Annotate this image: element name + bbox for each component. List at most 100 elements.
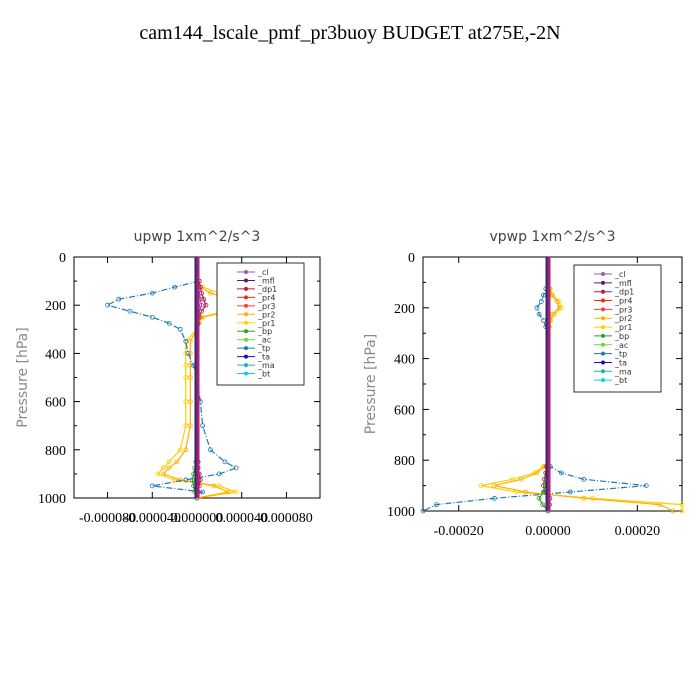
data-point (541, 318, 546, 323)
legend-label: _pr4 (257, 293, 275, 302)
y-tick-label: 200 (394, 302, 415, 317)
data-point (187, 399, 193, 405)
data-point (540, 502, 546, 508)
data-point (534, 470, 540, 476)
data-point (166, 459, 172, 465)
legend-label: _bp (614, 332, 629, 341)
legend-label: _ta (614, 358, 627, 367)
data-point (203, 302, 209, 308)
data-point (187, 363, 193, 368)
legend-label: _pr2 (614, 314, 632, 323)
series-line-tp (105, 280, 238, 499)
y-tick-label: 200 (45, 299, 66, 314)
data-point (166, 465, 172, 471)
data-point (233, 489, 239, 495)
legend-label: _pr3 (614, 305, 632, 314)
panel-title: upwp 1xm^2/s^3 (134, 229, 261, 245)
data-point (183, 423, 189, 429)
x-tick-label: 0.00020 (615, 524, 661, 539)
legend-label: _ma (257, 361, 275, 370)
legend-label: _mfl (257, 276, 275, 285)
data-point (183, 363, 189, 368)
legend-marker (244, 337, 248, 342)
data-point (492, 483, 497, 489)
legend-marker (601, 298, 605, 303)
legend-label: _tp (257, 344, 270, 353)
legend-label: _ta (257, 353, 270, 362)
legend-marker (244, 371, 248, 376)
data-point (161, 471, 166, 477)
data-point (233, 465, 239, 471)
data-point (534, 305, 540, 311)
legend-label: _tp (614, 350, 627, 359)
data-point (187, 350, 193, 356)
data-point (216, 471, 222, 477)
x-tick-label: -0.000040 (124, 511, 181, 526)
chart-panel-1: upwp 1xm^2/s^3 Pressure [hPa] 0 200 400 600 80… (15, 229, 321, 526)
data-point (222, 459, 228, 465)
data-point (105, 302, 110, 308)
panel-title: vpwp 1xm^2/s^3 (489, 229, 615, 245)
data-point (420, 508, 426, 514)
legend-label: _cl (614, 270, 626, 279)
legend-label: _ac (614, 341, 628, 350)
data-point (174, 459, 180, 465)
data-point (581, 495, 587, 501)
legend-label: _cl (257, 268, 269, 277)
data-point (478, 483, 484, 489)
legend-box (573, 264, 662, 393)
legend-marker (601, 289, 605, 294)
legend-marker (244, 363, 248, 368)
data-point (538, 299, 544, 304)
x-tick-label: -0.000080 (79, 511, 136, 526)
data-point (177, 326, 183, 332)
chart-panel-2: vpwp 1xm^2/s^3 Pressure [hPa] 0 200 400 600 80… (363, 229, 685, 539)
legend-marker (601, 325, 605, 330)
data-point (183, 447, 189, 453)
legend-label: _pr2 (257, 310, 275, 319)
data-point (643, 483, 649, 489)
legend-marker (601, 360, 605, 365)
data-point (149, 290, 155, 296)
data-point (208, 290, 213, 296)
legend-marker (244, 312, 248, 317)
data-point (149, 314, 155, 320)
data-point (518, 476, 524, 482)
legend-label: _dp1 (257, 285, 277, 294)
x-tick-label: -0.00020 (434, 524, 484, 539)
data-point (183, 338, 189, 344)
legend-marker (244, 346, 248, 351)
data-point (523, 489, 529, 495)
y-tick-label: 800 (45, 444, 66, 459)
data-point (567, 489, 573, 495)
data-point (679, 502, 685, 508)
legend-marker (244, 320, 248, 325)
legend-marker (244, 270, 248, 274)
data-point (155, 471, 161, 477)
data-point (187, 375, 193, 380)
data-point (211, 483, 217, 489)
data-point (554, 299, 560, 304)
data-point (177, 477, 183, 483)
data-point (208, 447, 213, 453)
legend-marker (244, 295, 248, 300)
legend-label: _bt (257, 370, 270, 379)
data-point (200, 423, 205, 429)
legend-marker (601, 342, 605, 347)
y-axis-title: Pressure [hPa] (363, 334, 379, 434)
data-point (536, 311, 542, 317)
x-tick-label: 0.000080 (260, 511, 313, 526)
y-tick-label: 800 (394, 454, 415, 469)
legend-label: _pr3 (257, 302, 275, 311)
data-point (679, 508, 685, 514)
legend-label: _pr1 (257, 319, 275, 328)
data-point (200, 489, 205, 495)
data-point (559, 470, 564, 476)
data-point (116, 296, 122, 302)
y-axis-title: Pressure [hPa] (15, 327, 31, 427)
y-tick-label: 0 (59, 251, 66, 266)
data-point (433, 502, 439, 508)
data-point (225, 489, 231, 495)
data-point (492, 495, 497, 501)
